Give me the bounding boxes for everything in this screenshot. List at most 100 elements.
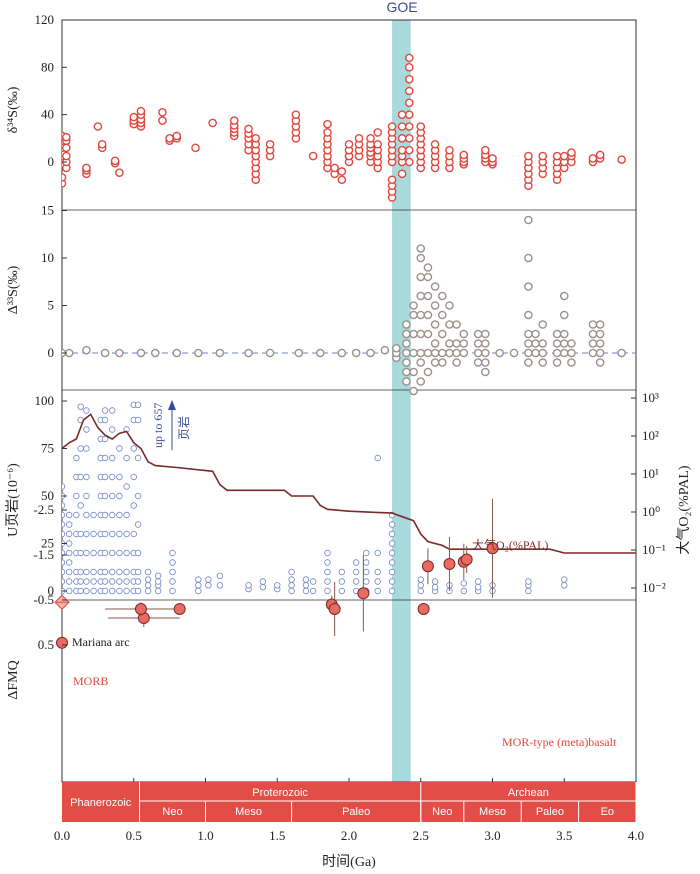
data-point xyxy=(130,502,137,509)
data-point xyxy=(445,301,454,310)
data-point xyxy=(90,578,97,585)
data-point xyxy=(538,339,548,348)
data-point xyxy=(404,53,414,63)
data-point xyxy=(65,521,73,528)
data-point xyxy=(144,576,152,583)
data-point xyxy=(62,132,71,142)
data-point xyxy=(481,358,490,367)
y2tick-label: 10⁰ xyxy=(642,504,660,519)
data-point xyxy=(136,106,146,116)
data-point xyxy=(244,124,253,134)
data-point xyxy=(561,582,568,589)
data-point xyxy=(404,134,414,143)
data-point xyxy=(97,139,107,149)
data-point xyxy=(123,530,130,538)
ytick-label-p1: 40 xyxy=(41,107,54,122)
xtick-label: 2.5 xyxy=(413,828,429,843)
data-point xyxy=(324,549,331,557)
data-point xyxy=(134,587,142,595)
data-point xyxy=(265,139,275,149)
data-point xyxy=(101,578,109,585)
data-point xyxy=(352,578,360,585)
era-label: Neo xyxy=(162,806,182,818)
data-point xyxy=(524,253,533,263)
data-point xyxy=(460,587,467,595)
data-point xyxy=(315,348,325,358)
data-point xyxy=(481,367,490,377)
data-point xyxy=(302,582,310,589)
data-point xyxy=(481,145,490,155)
data-point xyxy=(134,521,142,528)
data-point xyxy=(330,163,339,173)
data-point xyxy=(65,511,73,519)
data-point xyxy=(62,173,67,182)
data-point xyxy=(150,348,160,358)
data-point xyxy=(538,151,548,161)
data-point xyxy=(374,568,381,576)
data-point xyxy=(154,578,162,585)
data-point xyxy=(62,502,66,509)
axes: 1208040015105010075502500.5-0.5-1.5-2.51… xyxy=(33,12,665,843)
data-point xyxy=(363,559,370,566)
data-point xyxy=(595,339,605,348)
ytick-label-p2: 15 xyxy=(41,203,54,218)
data-point xyxy=(109,454,116,462)
ytick-label-p3: 0 xyxy=(48,583,55,598)
data-point xyxy=(452,348,461,358)
data-point xyxy=(77,530,84,538)
data-point xyxy=(363,578,370,585)
xtick-label: 0.0 xyxy=(54,828,70,843)
data-point xyxy=(229,116,239,125)
o2-curve-label: 大气O₂(%PAL) xyxy=(472,537,548,552)
p4-ylabel: ΔFMQ xyxy=(6,660,21,699)
data-point xyxy=(93,122,103,131)
data-point xyxy=(416,348,426,358)
data-point xyxy=(62,483,66,490)
data-point xyxy=(62,511,66,519)
data-point xyxy=(481,339,490,348)
data-point xyxy=(337,167,347,176)
data-point xyxy=(144,587,152,595)
data-point xyxy=(109,578,116,585)
data-point xyxy=(473,348,483,358)
data-point xyxy=(423,291,433,301)
data-point xyxy=(110,156,120,166)
data-point xyxy=(73,511,80,519)
data-point xyxy=(352,559,360,566)
y2tick-label: 10² xyxy=(642,428,659,443)
data-point xyxy=(101,454,109,462)
data-point xyxy=(82,163,91,173)
o2-curve xyxy=(62,413,636,554)
data-point xyxy=(404,110,414,119)
data-point xyxy=(437,310,447,320)
y2tick-label: 10⁻² xyxy=(642,580,666,595)
data-point xyxy=(116,578,123,585)
data-point xyxy=(430,348,440,358)
data-point xyxy=(459,329,469,339)
data-point xyxy=(101,492,109,500)
data-point xyxy=(397,169,407,179)
data-point xyxy=(388,549,396,557)
data-point xyxy=(417,582,424,589)
data-point xyxy=(380,345,390,355)
data-point xyxy=(116,511,123,519)
data-point xyxy=(62,143,71,153)
data-point xyxy=(101,416,109,424)
data-point xyxy=(595,329,605,339)
ytick-label-p4: -1.5 xyxy=(33,547,54,562)
data-point xyxy=(473,339,483,348)
data-point xyxy=(445,348,454,358)
data-point xyxy=(73,492,80,500)
data-point xyxy=(388,578,396,585)
data-point xyxy=(388,540,396,547)
data-point xyxy=(402,320,411,329)
data-point xyxy=(430,282,440,291)
data-point xyxy=(397,134,407,143)
data-point xyxy=(77,568,84,576)
data-point xyxy=(62,549,66,557)
data-point xyxy=(123,578,130,585)
data-point xyxy=(595,320,605,329)
eon-label: Archean xyxy=(508,787,549,799)
data-point xyxy=(404,122,414,131)
data-point xyxy=(101,435,109,443)
